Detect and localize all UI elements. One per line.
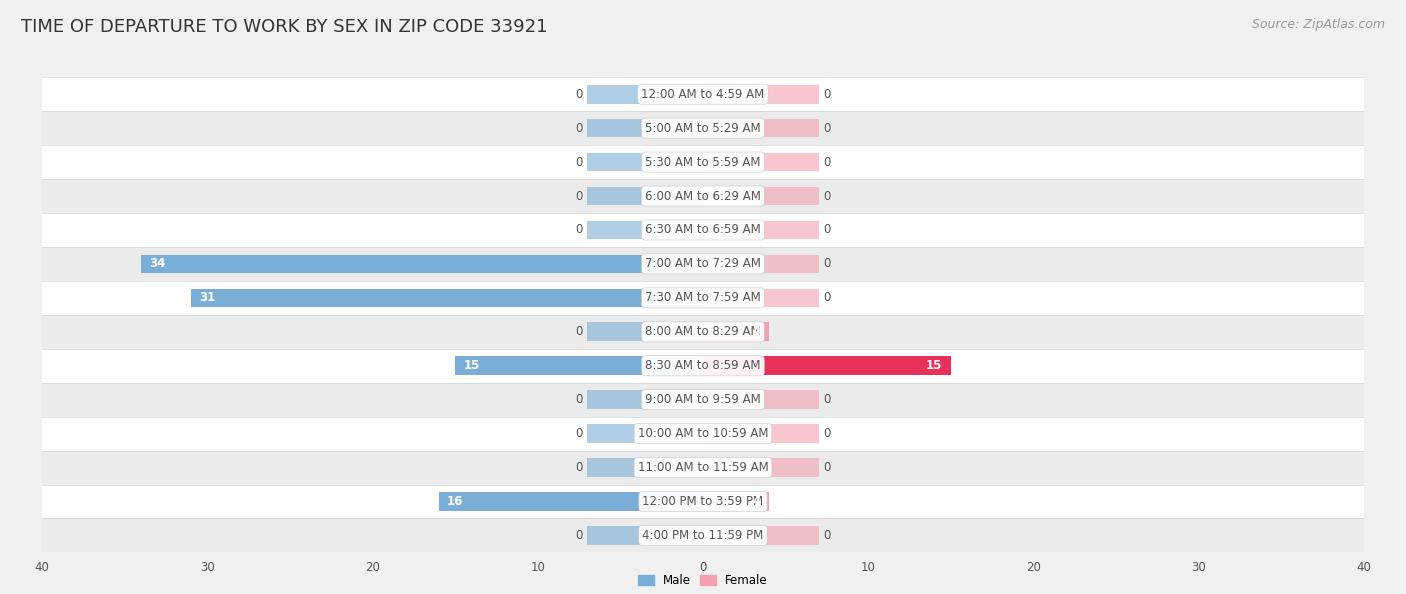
Text: 12:00 AM to 4:59 AM: 12:00 AM to 4:59 AM xyxy=(641,88,765,101)
Text: 0: 0 xyxy=(575,393,582,406)
Bar xyxy=(703,356,950,375)
Text: 4: 4 xyxy=(752,326,761,339)
Text: 0: 0 xyxy=(824,461,831,474)
Text: 0: 0 xyxy=(824,88,831,101)
Bar xyxy=(42,179,1364,213)
Bar xyxy=(42,213,1364,247)
Text: 0: 0 xyxy=(575,326,582,339)
Bar xyxy=(42,383,1364,416)
Bar xyxy=(703,323,769,341)
Text: 11:00 AM to 11:59 AM: 11:00 AM to 11:59 AM xyxy=(638,461,768,474)
Text: 4: 4 xyxy=(752,495,761,508)
Text: 0: 0 xyxy=(824,122,831,135)
Text: 0: 0 xyxy=(824,257,831,270)
Text: 6:30 AM to 6:59 AM: 6:30 AM to 6:59 AM xyxy=(645,223,761,236)
Bar xyxy=(588,85,703,103)
Bar xyxy=(42,485,1364,519)
Text: 0: 0 xyxy=(575,189,582,203)
Text: 0: 0 xyxy=(575,223,582,236)
Bar xyxy=(588,424,703,443)
Bar xyxy=(42,111,1364,145)
Text: 0: 0 xyxy=(824,291,831,304)
Text: 0: 0 xyxy=(575,529,582,542)
Bar xyxy=(42,315,1364,349)
Bar xyxy=(42,281,1364,315)
Bar xyxy=(703,220,818,239)
Text: 0: 0 xyxy=(575,427,582,440)
Bar xyxy=(588,458,703,477)
Bar xyxy=(588,153,703,172)
Bar xyxy=(42,451,1364,485)
Text: 0: 0 xyxy=(824,393,831,406)
Bar xyxy=(588,526,703,545)
Text: 0: 0 xyxy=(575,156,582,169)
Bar xyxy=(703,424,818,443)
Text: 12:00 PM to 3:59 PM: 12:00 PM to 3:59 PM xyxy=(643,495,763,508)
Bar xyxy=(703,187,818,206)
Bar xyxy=(588,220,703,239)
Bar xyxy=(588,187,703,206)
Text: 8:30 AM to 8:59 AM: 8:30 AM to 8:59 AM xyxy=(645,359,761,372)
Text: 5:30 AM to 5:59 AM: 5:30 AM to 5:59 AM xyxy=(645,156,761,169)
Text: 15: 15 xyxy=(464,359,479,372)
Bar xyxy=(703,289,818,307)
Text: 15: 15 xyxy=(927,359,942,372)
Bar xyxy=(42,519,1364,552)
Text: 8:00 AM to 8:29 AM: 8:00 AM to 8:29 AM xyxy=(645,326,761,339)
Text: 9:00 AM to 9:59 AM: 9:00 AM to 9:59 AM xyxy=(645,393,761,406)
Bar xyxy=(703,458,818,477)
Text: 0: 0 xyxy=(824,529,831,542)
Bar xyxy=(588,390,703,409)
Bar xyxy=(191,289,703,307)
Text: 0: 0 xyxy=(575,88,582,101)
Text: 31: 31 xyxy=(200,291,215,304)
Text: 5:00 AM to 5:29 AM: 5:00 AM to 5:29 AM xyxy=(645,122,761,135)
Text: 0: 0 xyxy=(575,461,582,474)
Bar xyxy=(703,85,818,103)
Text: 7:00 AM to 7:29 AM: 7:00 AM to 7:29 AM xyxy=(645,257,761,270)
Bar xyxy=(703,526,818,545)
Text: 0: 0 xyxy=(824,156,831,169)
Bar xyxy=(703,492,769,511)
Bar xyxy=(141,255,703,273)
Bar xyxy=(703,153,818,172)
Bar xyxy=(703,390,818,409)
Bar xyxy=(456,356,703,375)
Text: 16: 16 xyxy=(447,495,464,508)
Text: 0: 0 xyxy=(824,427,831,440)
Bar xyxy=(588,119,703,137)
Text: 0: 0 xyxy=(824,223,831,236)
Bar xyxy=(42,349,1364,383)
Text: 0: 0 xyxy=(824,189,831,203)
Bar xyxy=(588,323,703,341)
Bar xyxy=(42,77,1364,111)
Text: 34: 34 xyxy=(149,257,166,270)
Text: 7:30 AM to 7:59 AM: 7:30 AM to 7:59 AM xyxy=(645,291,761,304)
Text: 4:00 PM to 11:59 PM: 4:00 PM to 11:59 PM xyxy=(643,529,763,542)
Text: 0: 0 xyxy=(575,122,582,135)
Bar xyxy=(42,247,1364,281)
Bar xyxy=(42,145,1364,179)
Text: TIME OF DEPARTURE TO WORK BY SEX IN ZIP CODE 33921: TIME OF DEPARTURE TO WORK BY SEX IN ZIP … xyxy=(21,18,547,36)
Text: 6:00 AM to 6:29 AM: 6:00 AM to 6:29 AM xyxy=(645,189,761,203)
Bar xyxy=(42,416,1364,451)
Bar xyxy=(439,492,703,511)
Bar xyxy=(703,255,818,273)
Text: Source: ZipAtlas.com: Source: ZipAtlas.com xyxy=(1251,18,1385,31)
Legend: Male, Female: Male, Female xyxy=(634,569,772,592)
Bar xyxy=(703,119,818,137)
Text: 10:00 AM to 10:59 AM: 10:00 AM to 10:59 AM xyxy=(638,427,768,440)
